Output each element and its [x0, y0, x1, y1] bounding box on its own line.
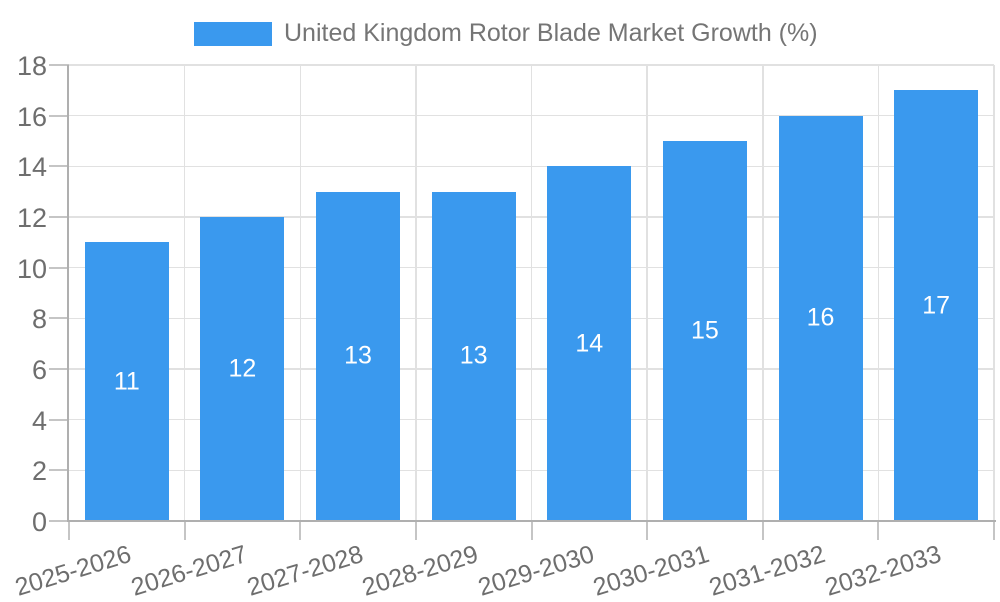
bar-value-label: 12 — [228, 354, 257, 383]
gridline-vertical — [993, 65, 995, 521]
y-axis-tick-label: 16 — [16, 101, 47, 132]
y-axis-tick-label: 10 — [16, 253, 47, 284]
y-axis-tick-label: 14 — [16, 152, 47, 183]
y-axis-tick-label: 12 — [16, 203, 47, 233]
y-axis-tick-label: 0 — [31, 507, 47, 537]
bar — [894, 90, 979, 521]
y-axis-tick-label: 6 — [31, 355, 47, 385]
gridline-vertical — [762, 65, 764, 521]
bar-value-label: 16 — [806, 303, 835, 332]
bar-value-label: 13 — [459, 341, 488, 370]
x-axis-tick-label: 2025-2026 — [12, 540, 135, 602]
y-axis-tick — [49, 165, 69, 168]
gridline-vertical — [299, 65, 301, 521]
gridline-vertical — [646, 65, 648, 521]
x-axis-tick — [414, 521, 417, 540]
y-axis-tick — [49, 266, 69, 269]
x-axis-tick-label: 2027-2028 — [243, 540, 366, 602]
bar-value-label: 14 — [575, 329, 604, 358]
bar-value-label: 17 — [922, 291, 951, 320]
bar — [547, 166, 632, 521]
x-axis-tick-label: 2030-2031 — [590, 540, 713, 602]
y-axis-tick — [49, 216, 69, 218]
bar — [778, 115, 863, 521]
bar — [200, 217, 285, 521]
gridline-vertical — [415, 65, 417, 521]
x-axis-tick — [183, 521, 186, 540]
bar — [431, 191, 516, 521]
x-axis-tick — [877, 521, 880, 540]
x-axis-tick — [646, 521, 649, 540]
bar — [84, 242, 169, 521]
bar-value-label: 11 — [113, 367, 140, 396]
bar — [316, 191, 401, 521]
legend: United Kingdom Rotor Blade Market Growth… — [194, 19, 818, 48]
y-axis-tick-label: 2 — [31, 456, 47, 487]
x-axis-tick — [299, 521, 302, 540]
x-axis-tick-label: 2026-2027 — [127, 540, 251, 602]
y-axis-tick — [49, 418, 69, 421]
bar-value-label: 15 — [691, 316, 719, 345]
y-axis-tick-label: 4 — [31, 405, 47, 436]
legend-label: United Kingdom Rotor Blade Market Growth… — [284, 19, 818, 47]
x-axis-tick-label: 2028-2029 — [359, 540, 482, 602]
x-axis-tick — [993, 521, 995, 540]
y-axis-line — [67, 65, 69, 521]
bar — [662, 141, 747, 521]
y-axis-tick-label: 8 — [31, 304, 47, 335]
gridline-vertical — [530, 65, 533, 521]
y-axis-tick — [49, 469, 69, 472]
y-axis-tick — [49, 368, 69, 370]
x-axis-tick — [530, 521, 533, 540]
x-axis-tick-label: 2029-2030 — [474, 540, 598, 602]
x-axis-line — [67, 520, 996, 522]
plot-area: 0 2 4 6 8 10 12 14 16 18 11 2025-2026 12 2026-2027 13 2… — [12, 53, 996, 602]
x-axis-tick-label: 2032-2033 — [821, 540, 945, 602]
gridline-vertical — [183, 65, 186, 521]
legend-swatch — [194, 21, 272, 46]
x-axis-tick-label: 2031-2032 — [705, 540, 829, 602]
y-axis-tick — [49, 64, 69, 66]
y-axis-tick — [49, 114, 69, 117]
x-axis-tick — [761, 521, 764, 540]
x-axis-tick — [68, 521, 70, 540]
y-axis-tick-label: 18 — [16, 51, 47, 81]
y-axis-tick — [49, 317, 69, 320]
bar-value-label: 13 — [344, 341, 372, 370]
y-axis-tick — [49, 520, 69, 522]
gridline-vertical — [877, 65, 880, 521]
